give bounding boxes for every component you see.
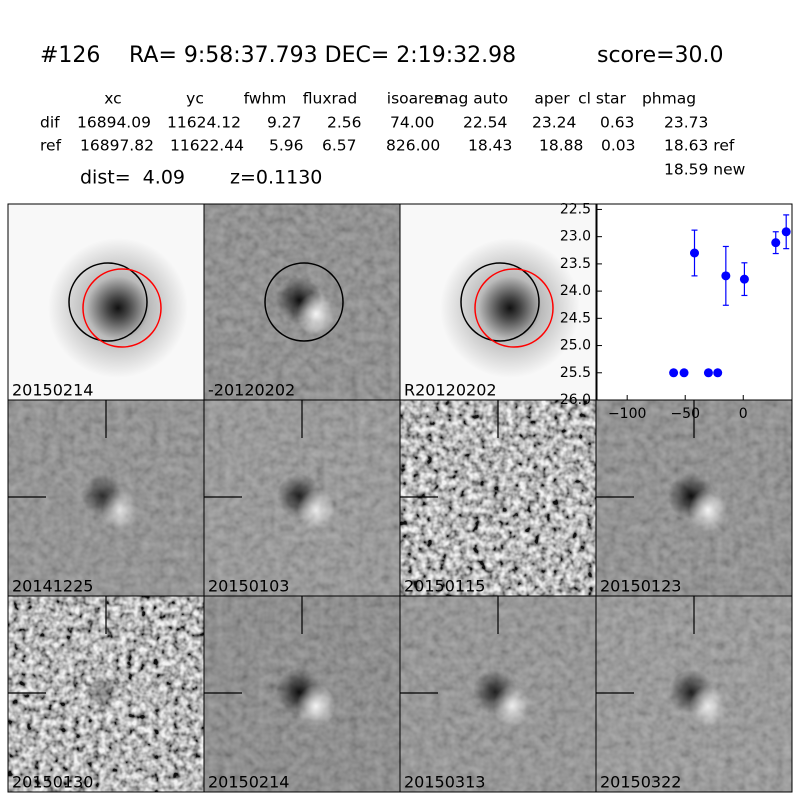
- point: [669, 368, 679, 378]
- y-tick-label: 22.5: [560, 201, 591, 217]
- image-panel: R20120202: [399, 203, 597, 401]
- dipole-bright: [688, 488, 728, 532]
- x-tick-label: −50: [670, 406, 700, 422]
- image-panel: 20150130: [7, 595, 205, 793]
- dipole-bright: [102, 489, 138, 531]
- plot-frame: [596, 203, 793, 401]
- panel-label: 20150322: [600, 773, 681, 792]
- lightcurve: 22.5 23.0 23.5 24.0 24.5 25.0 25.5 26.0 −100 −50 0: [560, 201, 793, 422]
- table-note: 18.59 new: [664, 161, 746, 179]
- column-header: phmag: [642, 90, 696, 108]
- distance: dist= 4.09: [80, 167, 185, 189]
- point: [703, 368, 713, 378]
- point: [690, 248, 699, 258]
- dipole-bright: [296, 292, 336, 336]
- table-cell: 22.54: [463, 114, 507, 132]
- table-cell: 16897.82: [80, 137, 154, 155]
- point: [771, 238, 781, 248]
- table-cell: 74.00: [390, 114, 434, 132]
- score: score=30.0: [597, 43, 724, 68]
- table-cell: 5.96: [269, 137, 304, 155]
- row-label: ref: [40, 137, 62, 155]
- column-header: cl star: [578, 90, 626, 108]
- table-cell: 9.27: [267, 114, 302, 132]
- aperture: [68, 262, 148, 342]
- header: #126 RA= 9:58:37.793 DEC= 2:19:32.98 score…: [40, 43, 746, 189]
- point: [739, 274, 749, 284]
- x-tick-label: −100: [608, 406, 646, 422]
- aperture-ref: [82, 268, 162, 348]
- column-header: fluxrad: [303, 90, 357, 108]
- y-tick-label: 24.0: [560, 283, 591, 299]
- table-cell: 23.73: [664, 114, 708, 132]
- coordinates: RA= 9:58:37.793 DEC= 2:19:32.98: [129, 43, 516, 68]
- object-id: #126: [40, 43, 100, 68]
- image-panel: 20150214: [203, 595, 401, 793]
- table-cell: 11624.12: [167, 114, 241, 132]
- panel-label: 20150313: [404, 773, 485, 792]
- panel-label: 20150103: [208, 577, 289, 596]
- panel-label: 20150130: [12, 773, 93, 792]
- y-tick-label: 25.0: [560, 338, 591, 354]
- image-panel: 20150123: [595, 399, 793, 597]
- column-header: isoarea: [387, 90, 443, 108]
- column-header: yc: [186, 90, 204, 108]
- dipole-bright: [493, 685, 531, 727]
- column-header: xc: [104, 90, 121, 108]
- panel-label: -20120202: [208, 381, 295, 400]
- point: [781, 227, 791, 237]
- table-cell: 0.03: [601, 137, 636, 155]
- redshift: z=0.1130: [230, 167, 322, 189]
- panel-label: 20150115: [404, 577, 485, 596]
- aperture: [264, 262, 344, 342]
- point: [679, 368, 689, 378]
- panel-label: 20141225: [12, 577, 93, 596]
- dipole-bright: [296, 684, 336, 728]
- point: [713, 368, 723, 378]
- column-header: aper: [534, 90, 570, 108]
- panel-label: 20150214: [208, 773, 289, 792]
- image-panel: -20120202: [203, 203, 401, 401]
- panel-label: R20120202: [404, 381, 497, 400]
- dipole-bright: [297, 489, 335, 531]
- x-tick-label: 0: [739, 406, 748, 422]
- y-tick-label: 23.5: [560, 256, 591, 272]
- image-panel: 20150103: [203, 399, 401, 597]
- table-cell: 6.57: [322, 137, 357, 155]
- table-cell: 2.56: [327, 114, 362, 132]
- y-tick-label: 24.5: [560, 310, 591, 326]
- table-cell: 0.63: [600, 114, 635, 132]
- dipole-bright: [499, 493, 525, 527]
- image-panel: 20150214: [7, 203, 205, 401]
- column-header: fwhm: [244, 90, 287, 108]
- image-panel: 20150313: [399, 595, 597, 793]
- image-panel: 20141225: [7, 399, 205, 597]
- table-cell: 11622.44: [170, 137, 244, 155]
- aperture: [460, 262, 540, 342]
- panel-frame: [595, 595, 793, 793]
- dipole-bright: [689, 685, 727, 727]
- column-header: mag auto: [434, 90, 508, 108]
- aperture-ref: [474, 268, 554, 348]
- panels: 20150214 -20120202 R20120202 20141225 201501…: [7, 203, 793, 793]
- panel-label: 20150214: [12, 381, 93, 400]
- image-panel: 20150322: [595, 595, 793, 793]
- table-cell: 16894.09: [77, 114, 151, 132]
- table-cell: 18.63 ref: [664, 137, 735, 155]
- dipole-bright: [104, 687, 136, 725]
- table-cell: 23.24: [532, 114, 576, 132]
- y-tick-label: 26.0: [560, 392, 591, 408]
- table-cell: 826.00: [386, 137, 440, 155]
- point: [721, 271, 731, 281]
- row-label: dif: [40, 114, 60, 132]
- table-cell: 18.88: [539, 137, 583, 155]
- y-tick-label: 23.0: [560, 229, 591, 245]
- panel-label: 20150123: [600, 577, 681, 596]
- y-tick-label: 25.5: [560, 365, 591, 381]
- table-cell: 18.43: [468, 137, 512, 155]
- image-panel: 20150115: [399, 399, 597, 597]
